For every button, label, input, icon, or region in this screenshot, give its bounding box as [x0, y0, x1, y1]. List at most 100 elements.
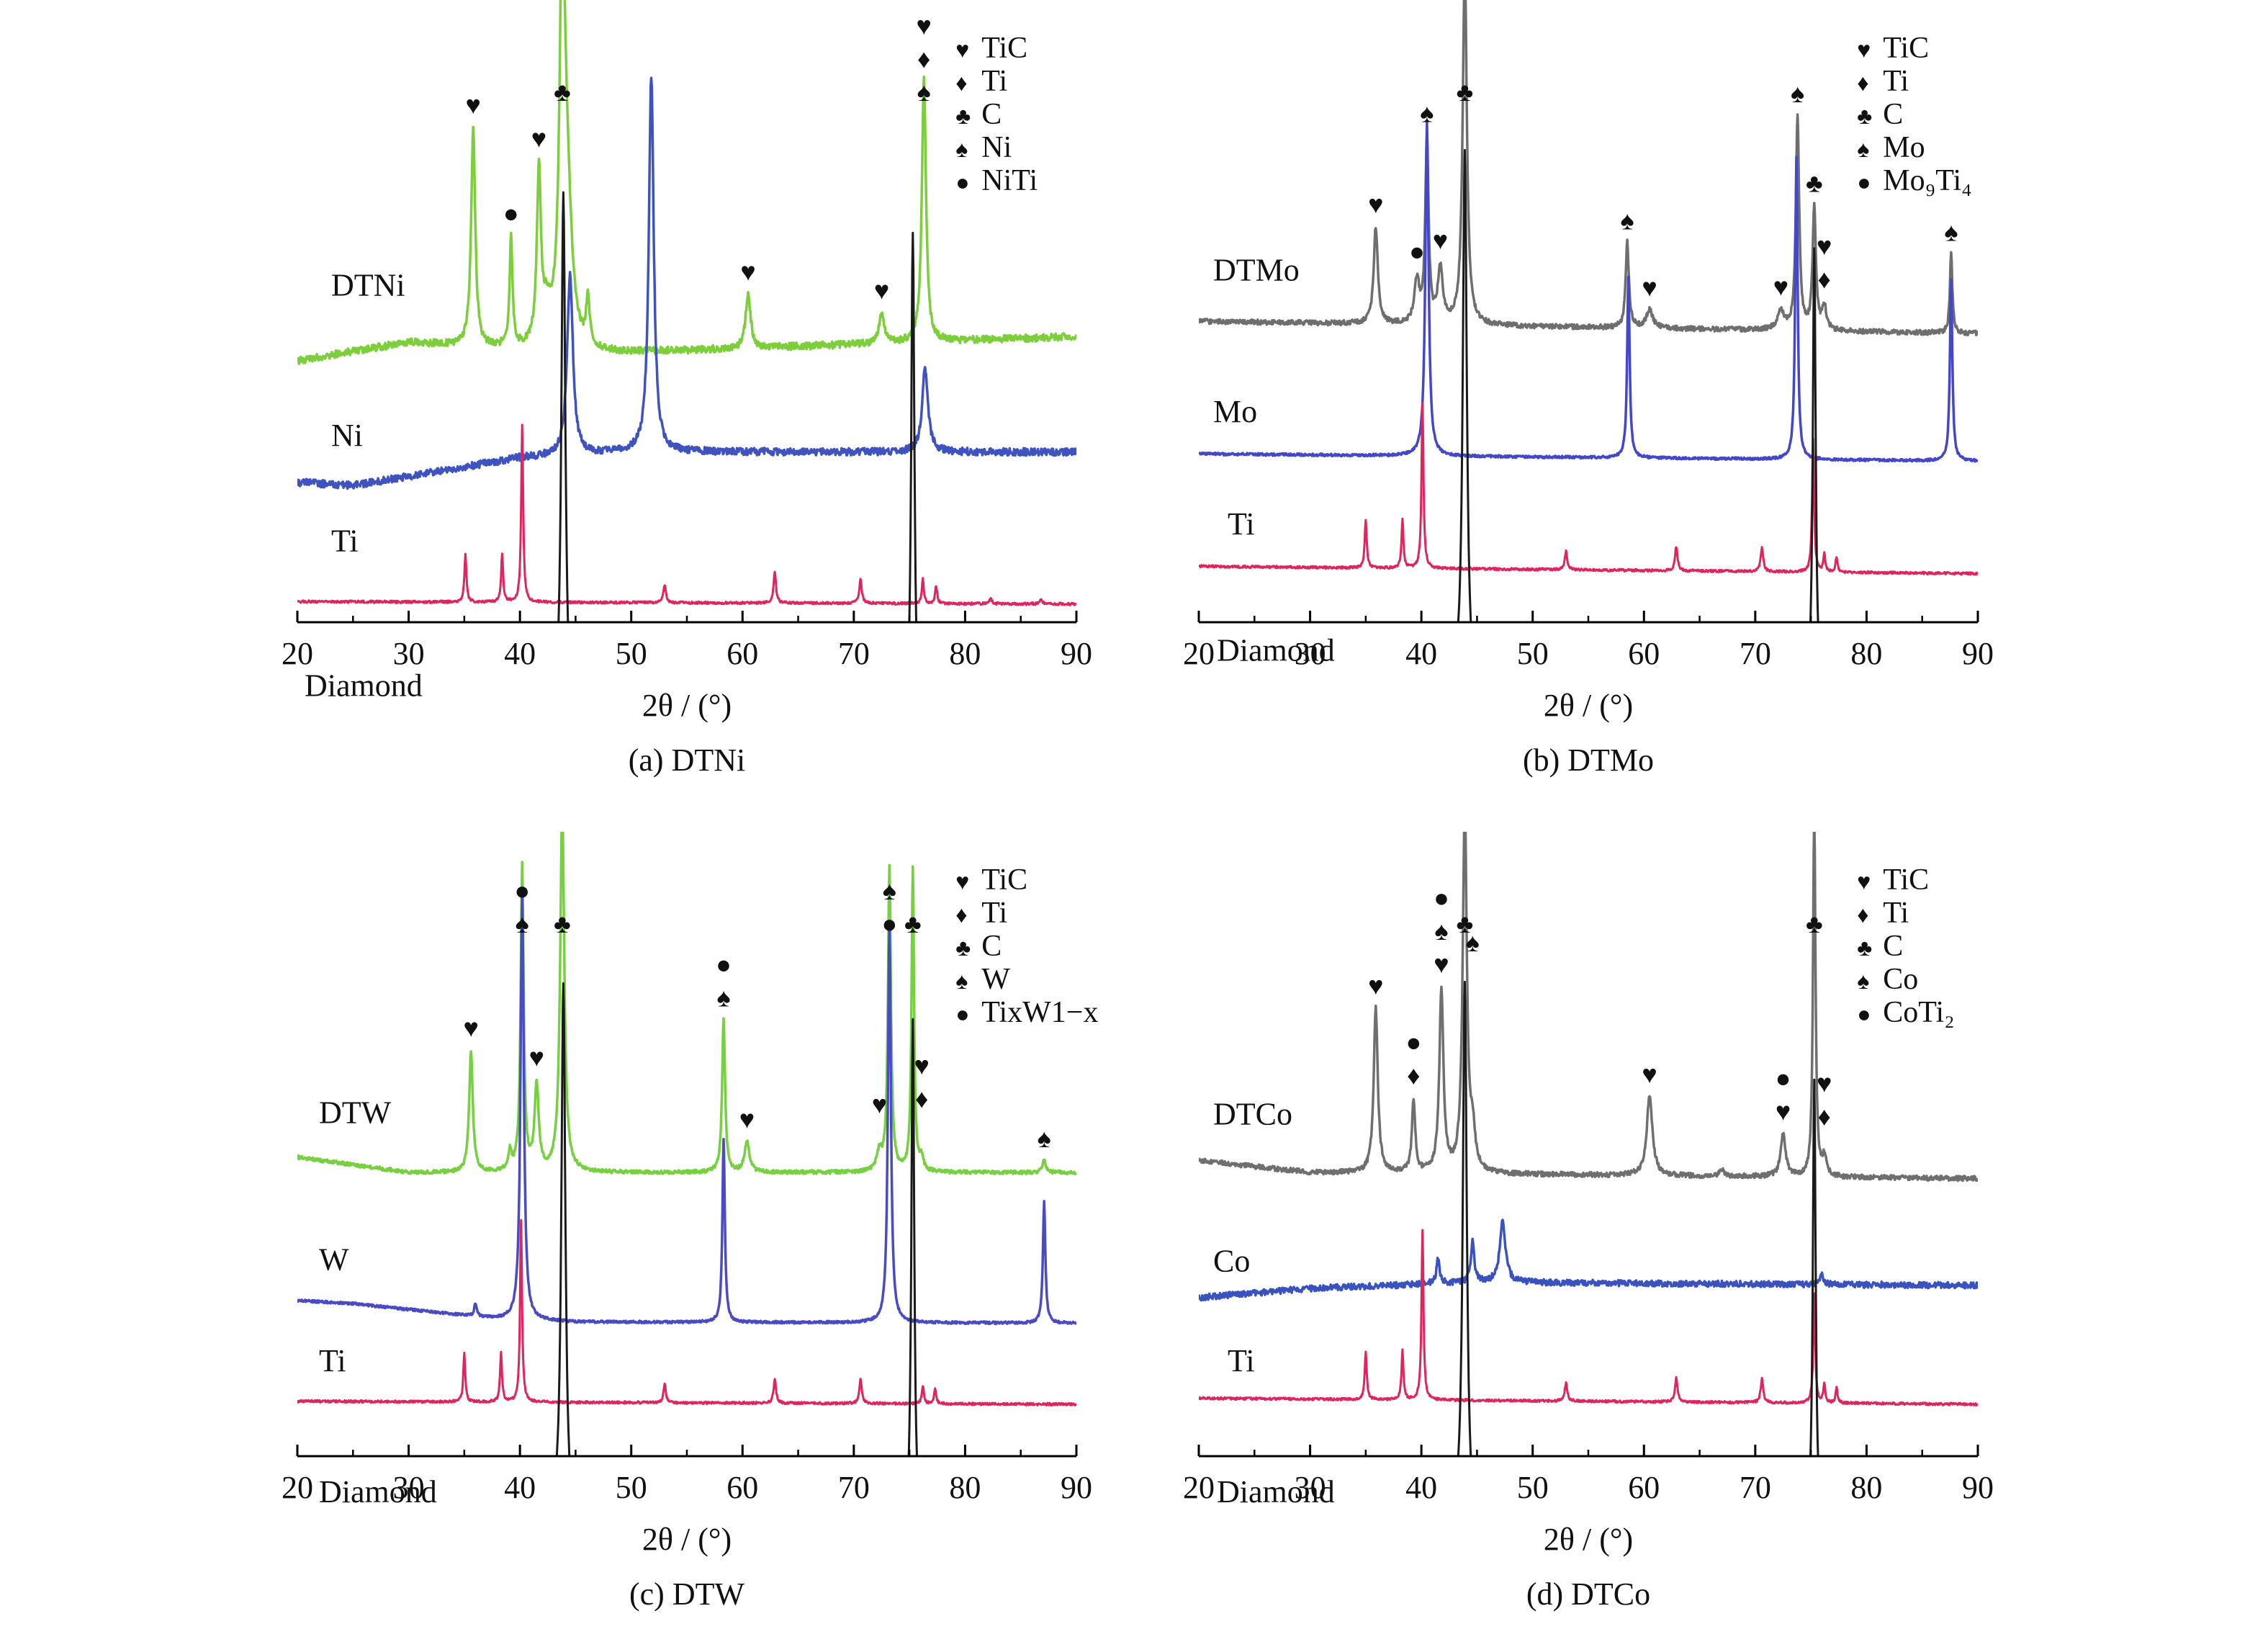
x-tick-label: 20	[1183, 636, 1215, 671]
series-line-mo	[1199, 120, 1978, 463]
legend-symbol-spade: ♠	[1857, 968, 1869, 994]
series-line-dtw	[297, 832, 1076, 1176]
legend-label: Ti	[981, 65, 1007, 98]
x-axis-label: 2θ / (°)	[1544, 1522, 1633, 1557]
legend-symbol-heart: ♥	[955, 869, 969, 894]
legend-label: C	[981, 930, 1002, 963]
phase-marker-spade: ♠	[716, 983, 730, 1012]
series-line-co	[1199, 1219, 1978, 1302]
phase-marker-heart: ♥	[463, 1014, 478, 1043]
legend-symbol-dot: ●	[955, 169, 969, 195]
x-tick-label: 80	[949, 1470, 981, 1505]
phase-marker-spade: ♠	[1038, 1124, 1051, 1153]
phase-marker-diamond: ♦	[1407, 1062, 1420, 1090]
phase-marker-heart: ♥	[740, 257, 755, 286]
phase-marker-diamond: ♦	[915, 1085, 928, 1113]
x-tick-label: 50	[616, 1470, 647, 1505]
phase-marker-club: ♣	[904, 910, 922, 938]
curve-label-dtw: DTW	[319, 1095, 392, 1131]
curve-label-dtco: DTCo	[1213, 1097, 1292, 1132]
phase-marker-heart: ♥	[1773, 273, 1788, 302]
curve-label-diamond: Diamond	[1217, 632, 1335, 668]
legend-label: Ti	[1883, 897, 1909, 930]
curve-label-mo: Mo	[1213, 394, 1257, 429]
phase-marker-club: ♣	[554, 78, 571, 107]
phase-marker-heart: ♥	[914, 1051, 929, 1080]
phase-marker-heart: ♥	[872, 1090, 887, 1119]
phase-marker-heart: ♥	[1776, 1097, 1791, 1126]
phase-marker-dot: ●	[1776, 1064, 1791, 1092]
phase-marker-club: ♣	[1806, 169, 1823, 197]
x-tick-label: 60	[726, 1470, 758, 1505]
x-tick-label: 90	[1061, 636, 1092, 671]
x-tick-label: 30	[1295, 1470, 1326, 1505]
legend-symbol-club: ♣	[1857, 935, 1872, 961]
legend-symbol-spade: ♠	[955, 136, 968, 162]
curve-label-w: W	[319, 1242, 349, 1277]
series-line-dtco	[1199, 832, 1978, 1183]
legend-symbol-dot: ●	[1857, 1001, 1871, 1027]
phase-marker-heart: ♥	[531, 125, 546, 153]
curve-label-ti: Ti	[319, 1343, 346, 1378]
x-tick-label: 90	[1962, 636, 1994, 671]
phase-marker-spade: ♠	[1621, 206, 1634, 235]
panel-caption: (b) DTMo	[1523, 742, 1654, 778]
x-tick-label: 70	[838, 636, 870, 671]
legend-symbol-diamond: ♦	[955, 70, 967, 96]
phase-marker-heart: ♥	[1368, 971, 1383, 1000]
curve-label-ni: Ni	[331, 418, 363, 453]
curve-label-dtmo: DTMo	[1213, 252, 1300, 287]
curve-label-co: Co	[1213, 1243, 1250, 1278]
phase-marker-heart: ♥	[874, 277, 889, 305]
legend-symbol-diamond: ♦	[1857, 70, 1868, 96]
x-tick-label: 90	[1061, 1470, 1092, 1505]
x-tick-label: 60	[726, 636, 758, 671]
series-line-ti	[297, 1219, 1076, 1406]
legend-symbol-spade: ♠	[1857, 136, 1869, 162]
legend-symbol-diamond: ♦	[955, 902, 967, 928]
legend-label: TixW1−x	[981, 996, 1098, 1029]
phase-marker-heart: ♥	[1433, 226, 1448, 255]
phase-marker-club: ♣	[1806, 910, 1823, 938]
legend-symbol-spade: ♠	[955, 968, 968, 994]
phase-marker-spade: ♠	[1434, 917, 1448, 946]
x-tick-label: 50	[616, 636, 647, 671]
x-tick-label: 30	[393, 636, 425, 671]
legend-label: Ti	[981, 897, 1007, 930]
x-tick-label: 20	[1183, 1470, 1215, 1505]
phase-marker-heart: ♥	[1368, 190, 1383, 219]
phase-marker-spade: ♠	[1791, 79, 1804, 108]
phase-marker-heart: ♥	[917, 12, 932, 40]
x-tick-label: 80	[1850, 1470, 1882, 1505]
phase-marker-heart: ♥	[1817, 1069, 1832, 1098]
x-tick-label: 70	[838, 1470, 870, 1505]
x-tick-label: 70	[1740, 636, 1771, 671]
curve-label-diamond: Diamond	[305, 668, 423, 704]
phase-marker-spade: ♠	[1420, 99, 1434, 127]
legend-symbol-heart: ♥	[1857, 869, 1871, 894]
x-tick-label: 40	[504, 636, 536, 671]
phase-marker-dot: ●	[503, 199, 519, 228]
legend-label: CoTi₂	[1883, 996, 1955, 1029]
curve-label-ti: Ti	[1228, 506, 1255, 542]
phase-marker-heart: ♥	[1817, 232, 1832, 261]
series-line-ti	[297, 423, 1076, 606]
curve-label-diamond: Diamond	[319, 1474, 437, 1509]
phase-marker-diamond: ♦	[1818, 265, 1831, 294]
legend-symbol-club: ♣	[955, 935, 971, 961]
phase-marker-heart: ♥	[1642, 274, 1657, 302]
phase-marker-diamond: ♦	[917, 45, 930, 73]
series-line-dtni	[297, 0, 1076, 365]
legend-symbol-heart: ♥	[955, 37, 969, 63]
panel-caption: (c) DTW	[629, 1576, 744, 1612]
phase-marker-spade: ♠	[1944, 218, 1958, 247]
x-axis-label: 2θ / (°)	[642, 1522, 732, 1557]
phase-marker-heart: ♥	[739, 1105, 755, 1134]
phase-marker-dot: ●	[1409, 238, 1425, 266]
phase-marker-dot: ●	[1405, 1028, 1421, 1057]
x-tick-label: 70	[1740, 1470, 1771, 1505]
phase-marker-spade: ♠	[883, 876, 896, 905]
legend-symbol-dot: ●	[1857, 169, 1871, 195]
phase-marker-club: ♣	[1457, 910, 1474, 938]
